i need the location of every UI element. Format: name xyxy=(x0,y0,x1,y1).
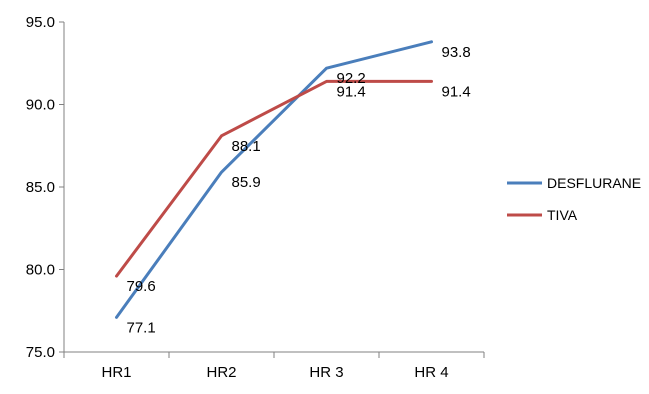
y-tick-label: 95.0 xyxy=(26,14,55,31)
data-label-desflurane: 85.9 xyxy=(232,174,261,191)
series-line-tiva xyxy=(115,79,433,278)
x-tick-label: HR2 xyxy=(206,364,236,381)
y-tick-label: 90.0 xyxy=(26,97,55,114)
legend-label: DESFLURANE xyxy=(547,175,641,191)
x-tick-label: HR 3 xyxy=(309,364,343,381)
data-label-desflurane: 93.8 xyxy=(442,44,471,61)
x-tick-label: HR1 xyxy=(101,364,131,381)
legend: DESFLURANE TIVA xyxy=(507,175,641,223)
y-axis-ticks: 75.0 80.0 85.0 90.0 95.0 xyxy=(26,14,64,361)
data-label-tiva: 91.4 xyxy=(442,83,471,100)
series-lines xyxy=(115,40,433,319)
data-labels: 77.1 85.9 92.2 93.8 79.6 88.1 91.4 91.4 xyxy=(127,44,471,337)
data-label-desflurane: 92.2 xyxy=(337,70,366,87)
data-label-tiva: 91.4 xyxy=(337,83,366,100)
y-tick-label: 80.0 xyxy=(26,262,55,279)
y-tick-label: 75.0 xyxy=(26,344,55,361)
x-axis-ticks: HR1 HR2 HR 3 HR 4 xyxy=(63,352,485,381)
x-tick-label: HR 4 xyxy=(414,364,448,381)
series-line-desflurane xyxy=(115,40,433,319)
y-tick-label: 85.0 xyxy=(26,179,55,196)
data-label-tiva: 88.1 xyxy=(232,138,261,155)
data-label-desflurane: 77.1 xyxy=(127,319,156,336)
legend-label: TIVA xyxy=(547,207,578,223)
data-label-tiva: 79.6 xyxy=(127,278,156,295)
